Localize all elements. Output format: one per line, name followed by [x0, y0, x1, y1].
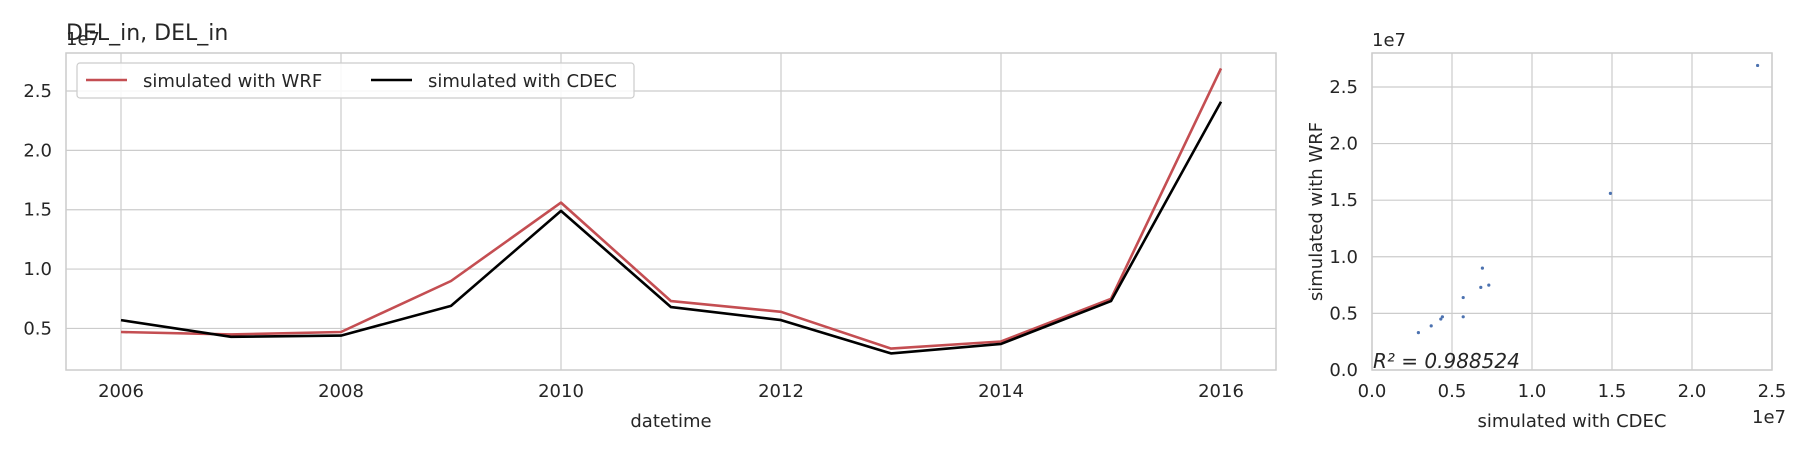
- scatter-point: [1487, 283, 1491, 287]
- legend-label-wrf: simulated with WRF: [143, 71, 322, 92]
- scatter-y-offset-text: 1e7: [1372, 30, 1406, 51]
- scatter-y-axis-label: simulated with WRF: [1306, 122, 1327, 301]
- line-x-axis-label: datetime: [630, 411, 711, 432]
- scatter-y-tick-label: 1.5: [1329, 190, 1358, 211]
- line-plot-frame: [65, 52, 1277, 371]
- scatter-plot-background: [1372, 53, 1772, 370]
- scatter-y-tick-label: 2.5: [1329, 77, 1358, 98]
- series-line-wrf: [120, 67, 1223, 350]
- scatter-point: [1461, 295, 1465, 300]
- line-plot-background: [66, 53, 1276, 370]
- scatter-x-tick-label: 1.5: [1598, 381, 1627, 402]
- scatter-point: [1440, 315, 1444, 319]
- line-x-tick-label: 2010: [538, 381, 584, 402]
- line-y-offset-text: 1e7: [66, 29, 100, 50]
- legend-box: [76, 62, 635, 99]
- scatter-point: [1480, 266, 1484, 270]
- legend-label-cdec: simulated with CDEC: [428, 71, 617, 92]
- scatter-plot-frame: [1371, 52, 1773, 371]
- scatter-point: [1416, 331, 1420, 335]
- line-x-tick-label: 2006: [98, 381, 144, 402]
- line-x-tick-label: 2014: [978, 381, 1024, 402]
- scatter-point: [1756, 63, 1760, 68]
- scatter-x-tick-label: 2.5: [1758, 381, 1787, 402]
- scatter-y-tick-label: 2.0: [1329, 134, 1358, 155]
- scatter-x-tick-label: 1.0: [1518, 381, 1547, 402]
- line-x-tick-label: 2012: [758, 381, 804, 402]
- scatter-point: [1461, 315, 1465, 319]
- line-y-tick-label: 2.0: [23, 140, 52, 161]
- line-legend: simulated with WRF simulated with CDEC: [76, 62, 635, 99]
- scatter-point: [1608, 191, 1612, 195]
- scatter-point: [1479, 285, 1483, 289]
- scatter-x-offset-text: 1e7: [1752, 407, 1786, 428]
- scatter-y-tick-label: 0.5: [1329, 303, 1358, 324]
- series-line-cdec: [120, 101, 1223, 355]
- scatter-x-tick-label: 0.0: [1358, 381, 1387, 402]
- line-chart-title: DEL_in, DEL_in: [66, 21, 228, 46]
- line-y-tick-label: 0.5: [23, 318, 52, 339]
- line-y-tick-label: 2.5: [23, 81, 52, 102]
- scatter-x-axis-label: simulated with CDEC: [1478, 411, 1667, 432]
- scatter-y-tick-label: 1.0: [1329, 247, 1358, 268]
- line-y-tick-label: 1.0: [23, 259, 52, 280]
- scatter-point: [1429, 324, 1433, 328]
- line-x-tick-label: 2016: [1198, 381, 1244, 402]
- line-y-tick-label: 1.5: [23, 200, 52, 221]
- line-x-tick-label: 2008: [318, 381, 364, 402]
- r-squared-annotation: R² = 0.988524: [1373, 349, 1520, 373]
- scatter-point: [1439, 317, 1443, 321]
- scatter-x-tick-label: 0.5: [1438, 381, 1467, 402]
- scatter-x-tick-label: 2.0: [1678, 381, 1707, 402]
- scatter-y-tick-label: 0.0: [1329, 360, 1358, 381]
